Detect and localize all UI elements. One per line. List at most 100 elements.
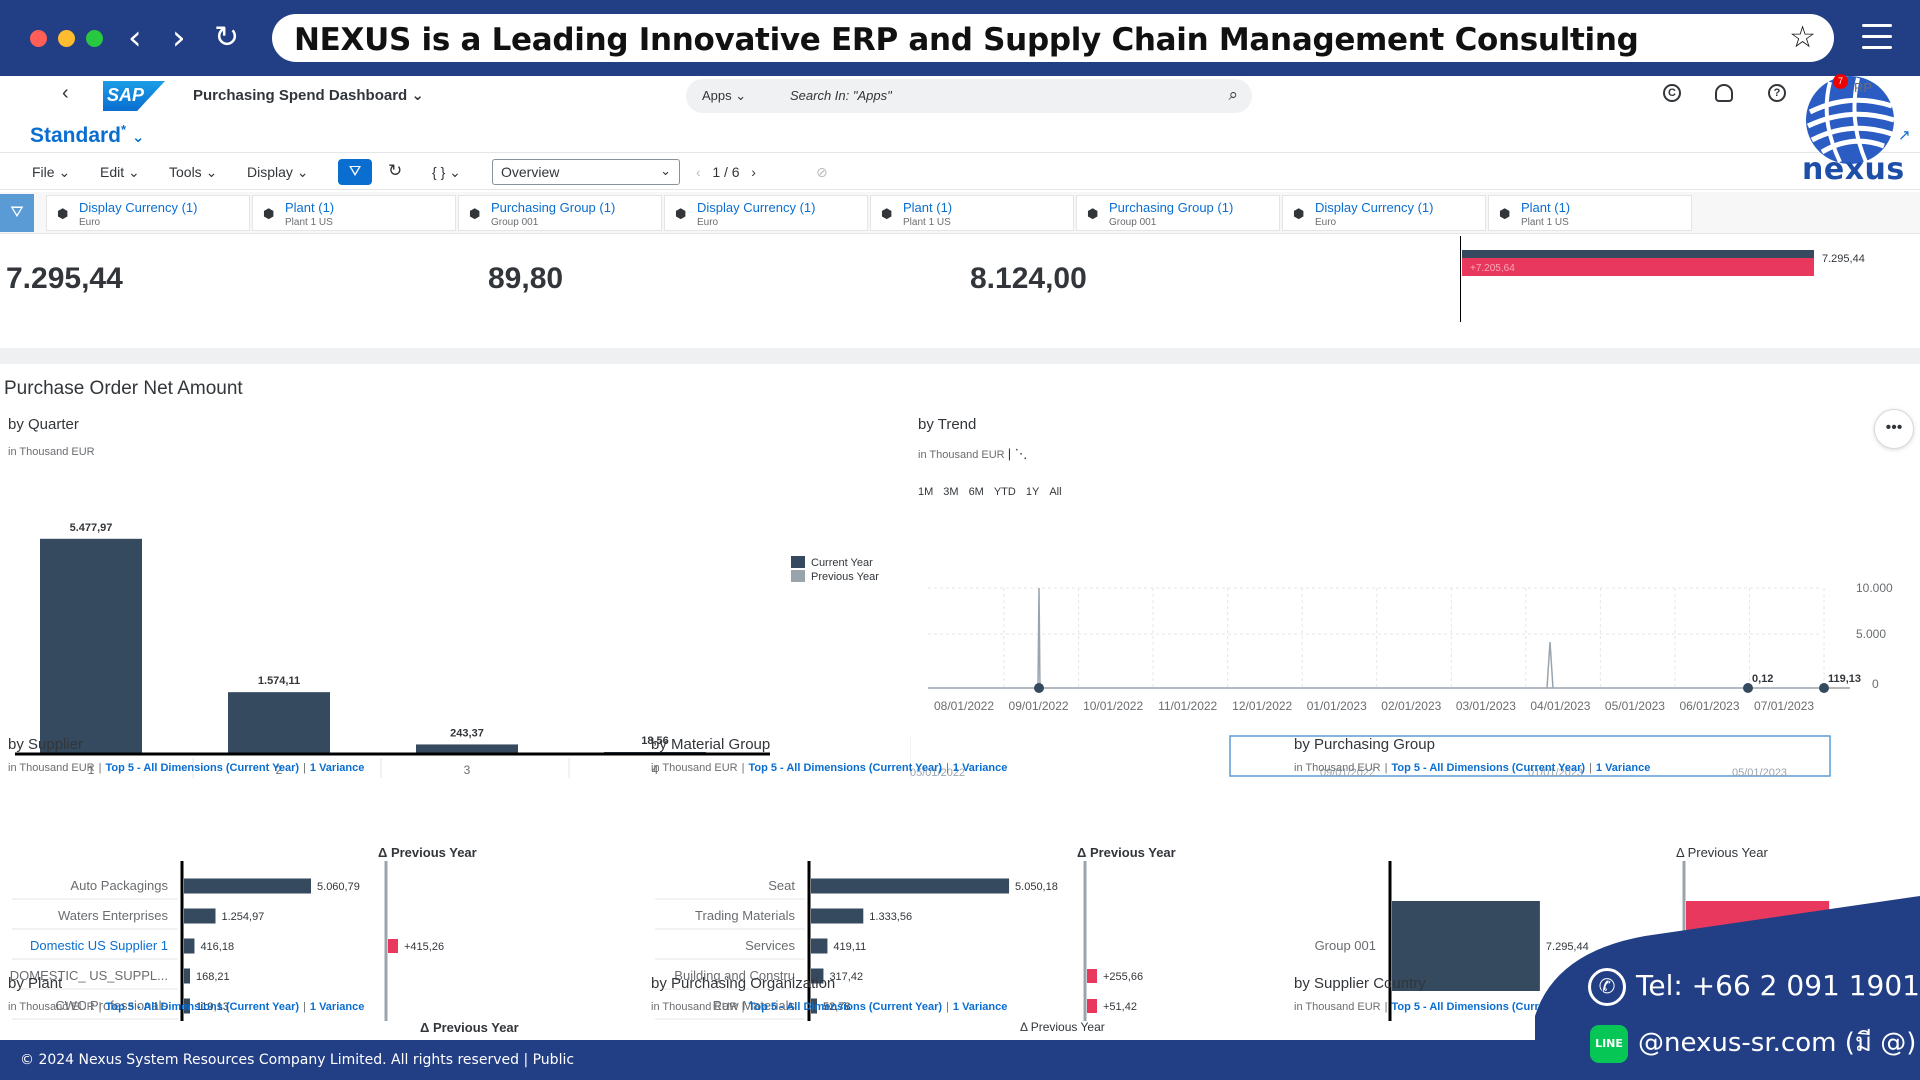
filter-chip-value: Plant 1 US [1521,217,1569,228]
card-title-supplier-country: by Supplier Country [1294,975,1426,992]
copilot-icon[interactable]: C [1663,84,1681,102]
window-close-button[interactable] [30,30,47,47]
navigator-window [1229,735,1831,777]
app-title: Purchasing Spend Dashboard [193,87,408,104]
sap-logo[interactable]: SAP [103,81,165,111]
range-option[interactable]: YTD [993,486,1016,498]
disabled-action-icon: ⊘ [816,164,828,180]
menu-edit[interactable]: Edit ⌄ [100,164,140,180]
quarter-chart: Current Year Previous Year 5.477,97 1 1.57… [15,522,879,778]
value-label: 5.050,18 [1015,881,1058,893]
headset-icon[interactable] [1715,84,1733,102]
variance-link[interactable]: 1 Variance [1595,762,1651,774]
variant-management[interactable]: Standard* ⌄ [30,122,145,148]
search-input[interactable]: Search In: "Apps" [790,88,892,103]
variance-link[interactable]: 1 Variance [952,1001,1008,1013]
filter-chip[interactable]: ⬢ Display Currency (1) Euro [1282,195,1486,231]
back-arrow-icon[interactable]: ‹ [128,18,142,58]
range-option[interactable]: 1Y [1025,486,1040,498]
menu-tools[interactable]: Tools ⌄ [169,164,218,180]
filter-chip[interactable]: ⬢ Plant (1) Plant 1 US [870,195,1074,231]
range-option[interactable]: 3M [943,486,959,498]
refresh-icon[interactable]: ↻ [388,161,403,180]
prev-page-icon[interactable]: ‹ [696,164,701,180]
card-title-trend: by Trend [918,416,977,433]
shell-search[interactable]: Apps ⌄ Search In: "Apps" ⌕ [686,79,1252,113]
range-option[interactable]: All [1049,486,1062,498]
y-tick-label: 10.000 [1856,581,1893,595]
variance-link[interactable]: 1 Variance [309,762,365,774]
range-option[interactable]: 6M [968,486,984,498]
variance-link[interactable]: 1 Variance [952,762,1008,774]
bar-value-label: 1.574,11 [258,675,300,687]
reload-icon[interactable]: ↻ [214,20,240,55]
menu-file[interactable]: File ⌄ [32,164,71,180]
notification-badge[interactable]: 7 [1833,74,1848,89]
filter-chip[interactable]: ⬢ Purchasing Group (1) Group 001 [458,195,662,231]
app-title-menu[interactable]: Purchasing Spend Dashboard ⌄ [193,86,424,104]
help-icon[interactable]: ? [1768,84,1786,102]
chevron-down-icon: ⌄ [411,87,424,104]
contact-line[interactable]: LINE @nexus-sr.com (มี @) [1590,1022,1916,1063]
filter-chip[interactable]: ⬢ Purchasing Group (1) Group 001 [1076,195,1280,231]
bar-value-label: 5.477,97 [70,522,113,534]
value-label: 419,11 [833,941,866,953]
top5-link[interactable]: Top 5 - All Dimensions (Current Year) [748,762,943,774]
variant-modified-mark: * [121,122,127,137]
filter-chip-label: Display Currency (1) [1315,200,1434,215]
unit-text: in Thousand EUR [1294,1001,1381,1013]
filter-chip[interactable]: ⬢ Display Currency (1) Euro [664,195,868,231]
navigator-label: 05/01/2022 [910,767,965,779]
x-tick-label: 3 [464,763,471,777]
back-icon[interactable]: ‹ [62,82,69,104]
card-title-purchasing-org: by Purchasing Organization [651,975,836,992]
filter-chip[interactable]: ⬢ Display Currency (1) Euro [46,195,250,231]
view-select[interactable]: Overview ⌄ [492,159,680,185]
top5-link[interactable]: Top 5 - All Dimensions (Current Year) [105,762,300,774]
user-avatar[interactable]: RP [1854,80,1873,95]
variables-icon[interactable]: { } ⌄ [432,164,461,180]
window-maximize-button[interactable] [86,30,103,47]
contact-phone[interactable]: ✆ Tel: +66 2 091 1901 [1588,968,1920,1006]
top5-link[interactable]: Top 5 - All Dimensions (Current Year) [105,1001,300,1013]
filter-chip-label: Display Currency (1) [79,200,198,215]
bookmark-star-icon[interactable]: ☆ [1789,20,1816,55]
menu-edit-label: Edit [100,164,125,180]
next-page-icon[interactable]: › [751,164,756,180]
search-icon[interactable]: ⌕ [1228,85,1238,105]
filter-toggle-button[interactable]: ⛛ [338,159,372,185]
top5-link[interactable]: Top 5 - All Dimensions (Current Year) [1391,1001,1586,1013]
filter-bar: ⛛ ⬢ Display Currency (1) Euro ⬢ Plant (1) Pla… [0,192,1920,234]
more-options-button[interactable]: ••• [1874,409,1914,449]
quarter-bar [416,744,518,754]
nexus-wordmark: nexus [1802,152,1905,187]
section-title: Purchase Order Net Amount [4,378,243,399]
unit-text: in Thousand EUR [651,762,738,774]
forward-arrow-icon[interactable]: › [172,18,186,58]
filter-chip-value: Group 001 [491,217,539,228]
filter-chip[interactable]: ⬢ Plant (1) Plant 1 US [1488,195,1692,231]
chart-options-icon[interactable]: | ⋱ [1007,446,1028,461]
window-minimize-button[interactable] [58,30,75,47]
address-bar[interactable]: NEXUS is a Leading Innovative ERP and Su… [272,14,1834,62]
x-tick-label: 09/01/2022 [1009,699,1069,713]
menu-file-label: File [32,164,55,180]
top5-link[interactable]: Top 5 - All Dimensions (Current Year) [748,1001,943,1013]
value-label: 317,42 [829,971,863,983]
x-tick-label: 12/01/2022 [1232,699,1292,713]
range-option[interactable]: 1M [918,486,934,498]
menu-display[interactable]: Display ⌄ [247,164,309,180]
supplier-chart: Auto Packagings 5.060,79 Waters Enterprise… [10,845,477,1021]
filter-chip[interactable]: ⬢ Plant (1) Plant 1 US [252,195,456,231]
x-tick-label: 01/01/2023 [1307,699,1367,713]
value-label: 7.295,44 [1546,941,1589,953]
add-filter-icon[interactable]: ⛛ [0,194,34,232]
top5-link[interactable]: Top 5 - All Dimensions (Current Year) [1391,762,1586,774]
variance-label: +415,26 [404,941,444,953]
menu-hamburger-icon[interactable] [1862,24,1892,57]
external-link-icon[interactable]: ↗ [1898,127,1911,144]
variance-link[interactable]: 1 Variance [309,1001,365,1013]
dimension-icon: ⬢ [1087,206,1099,221]
search-scope-select[interactable]: Apps ⌄ [702,88,747,103]
card-title-material-group: by Material Group [651,736,771,753]
